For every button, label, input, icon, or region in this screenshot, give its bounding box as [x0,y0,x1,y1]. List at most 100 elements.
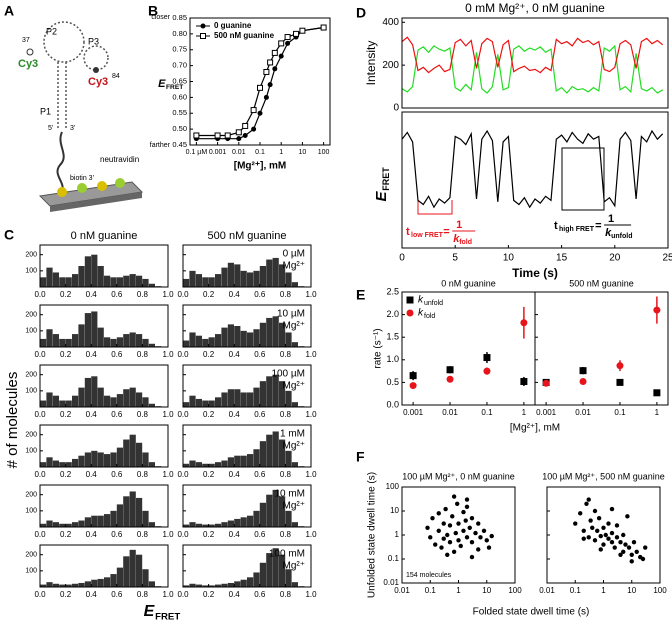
series-line [401,44,664,94]
x-tick-label: 0.1 [255,149,265,156]
marker [267,82,273,88]
y-tick-label: 2.5 [386,286,399,296]
histogram-bar [65,462,72,467]
column-title: 500 nM guanine [208,230,287,242]
point [456,521,461,526]
marker [200,23,206,29]
histogram-bar [46,267,53,287]
label: P1 [40,106,51,116]
label: Cy3 [18,58,38,70]
facet-title: 500 nM guanine [569,278,634,288]
point [621,549,626,554]
series-line [401,129,664,209]
histogram-bar [129,387,136,407]
point [586,497,591,502]
histogram-bar [136,442,143,467]
histogram-bar [259,441,266,467]
histogram-bar [279,322,286,347]
marker [284,34,291,41]
annot-sub: low FRET [411,232,444,239]
annotation: 10 µM [277,309,305,320]
x-tick-label: 0.001 [209,149,227,156]
x-tick-label: 0.8 [137,530,149,539]
x-tick-label: 25 [662,253,672,264]
x-tick-label: 0.6 [111,590,123,599]
histogram-bar [208,524,215,527]
point [578,511,583,516]
x-tick-label: 0.6 [111,350,123,359]
x-tick-label: 10 [503,253,515,264]
x-tick-label: 0.0 [177,350,189,359]
histogram-bar [40,400,47,407]
x-tick-label: 0.6 [254,470,266,479]
histogram-bar [221,522,228,527]
annotation: t low FRET = 1 k fold [406,219,476,246]
histogram-bar [110,574,117,587]
marker [483,354,491,362]
x-tick-label: 0.4 [229,530,241,539]
point [445,552,450,557]
histogram-bar [227,457,234,467]
point [643,545,648,550]
x-tick-label: 0.2 [203,470,215,479]
histogram-bar [285,569,292,587]
x-tick-label: 1.0 [162,470,174,479]
histogram-bar [266,434,273,467]
marker [251,126,257,132]
marker [257,110,263,116]
plot-frame [182,544,312,588]
y-tick-label: 0.65 [172,76,187,85]
y-tick-label: 1.0 [386,354,399,364]
point [428,535,433,540]
histogram-bar [104,514,111,527]
dwell-bracket [417,200,453,215]
x-tick-label: 0.6 [111,410,123,419]
point [626,545,632,550]
histogram-bar [116,277,123,287]
histogram-bar [116,447,123,467]
histogram-bar [291,582,298,587]
histogram-bar [72,274,79,287]
histogram-bar [142,510,149,527]
point [461,509,466,515]
histogram-bar [202,338,209,347]
point [450,514,455,519]
histogram-bar [202,277,209,287]
annotation: Mg²⁺ [283,561,306,572]
histogram-bar [52,395,59,407]
histogram-bar [195,274,202,287]
note: farther [150,142,171,149]
point [614,523,620,528]
histogram-bar [208,585,215,587]
x-tick-label: 0.1 [570,586,582,595]
x-tick-label: 0.2 [203,530,215,539]
annot-k: k [453,233,460,245]
point [588,518,593,523]
annotation: Mg²⁺ [283,261,306,272]
histogram-bar [91,579,98,587]
label: 5' [48,125,53,132]
x-tick-label: 0.8 [280,350,292,359]
marker [616,362,624,370]
point [609,530,615,536]
histogram-bar [142,338,149,347]
histogram-bar [247,515,254,527]
x-tick-label: 1 [456,586,461,595]
histogram-bar [78,582,85,587]
chart-title: 0 mM Mg²⁺, 0 nM guanine [465,1,605,15]
histogram-bar [84,581,91,587]
plot-frame [39,364,169,408]
x-tick-label: 0.4 [86,470,98,479]
neutravidin [57,187,67,197]
histogram-bar [84,452,91,467]
marker [235,129,242,136]
plot-frame [182,484,312,528]
plot-frame [39,424,169,468]
point [433,542,438,547]
histogram-bar [110,510,117,527]
label-main: E [373,191,390,202]
x-tick-label: 0.2 [60,410,72,419]
x-tick-label: 0.0 [34,410,46,419]
